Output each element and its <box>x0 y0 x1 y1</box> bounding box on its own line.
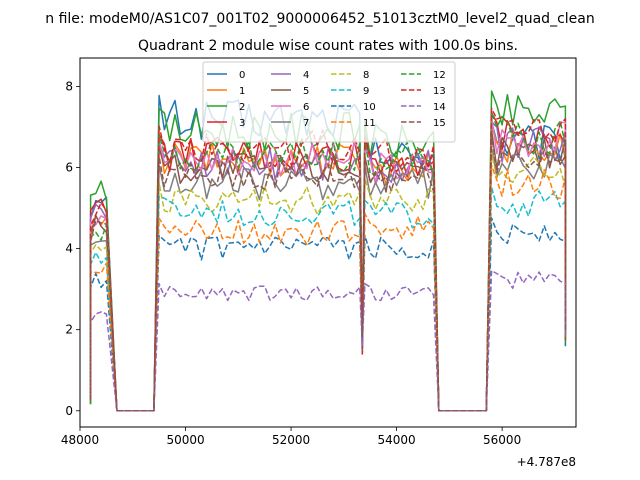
legend-label: 12 <box>433 70 446 81</box>
legend-label: 3 <box>239 118 245 129</box>
series-line-4 <box>89 120 567 412</box>
series-line-11 <box>89 164 567 412</box>
legend-label: 9 <box>363 86 369 97</box>
x-tick-label: 52000 <box>272 433 310 447</box>
plot-frame <box>79 57 577 428</box>
legend-label: 2 <box>239 102 245 113</box>
figure-suptitle: n file: modeM0/AS1C07_001T02_9000006452_… <box>45 11 594 27</box>
x-tick-label: 50000 <box>166 433 204 447</box>
legend-label: 10 <box>363 102 376 113</box>
chart-title: Quadrant 2 module wise count rates with … <box>138 38 518 54</box>
legend-label: 15 <box>433 118 446 129</box>
series-line-8 <box>89 151 567 412</box>
y-tick-label: 8 <box>65 79 73 93</box>
series-line-14 <box>89 269 567 412</box>
legend-box <box>202 61 456 143</box>
series-line-12 <box>89 112 567 412</box>
x-tick-label: 54000 <box>378 433 416 447</box>
y-axis: 0 2 4 6 8 <box>65 79 80 418</box>
x-tick-label: 48000 <box>61 433 99 447</box>
series-line-9 <box>89 186 567 412</box>
legend-label: 13 <box>433 86 446 97</box>
y-tick-label: 4 <box>65 242 73 256</box>
y-tick-label: 0 <box>65 404 73 418</box>
legend-label: 4 <box>303 70 309 81</box>
x-offset-label: +4.787e8 <box>517 455 576 469</box>
series-line-5 <box>89 129 567 412</box>
series-line-10 <box>89 217 567 412</box>
legend-label: 8 <box>363 70 369 81</box>
legend-label: 11 <box>363 118 376 129</box>
series-line-1 <box>89 125 567 412</box>
legend-label: 5 <box>303 86 309 97</box>
legend-label: 7 <box>303 118 309 129</box>
legend-label: 0 <box>239 70 245 81</box>
series-line-6 <box>89 116 567 412</box>
series-line-15 <box>89 134 567 412</box>
x-axis: 48000 50000 52000 54000 56000 <box>61 427 521 447</box>
y-tick-label: 2 <box>65 323 73 337</box>
y-tick-label: 6 <box>65 160 73 174</box>
legend-label: 1 <box>239 86 245 97</box>
series-line-13 <box>89 107 567 412</box>
legend-label: 14 <box>433 102 446 113</box>
legend-label: 6 <box>303 102 309 113</box>
x-tick-label: 56000 <box>483 433 521 447</box>
